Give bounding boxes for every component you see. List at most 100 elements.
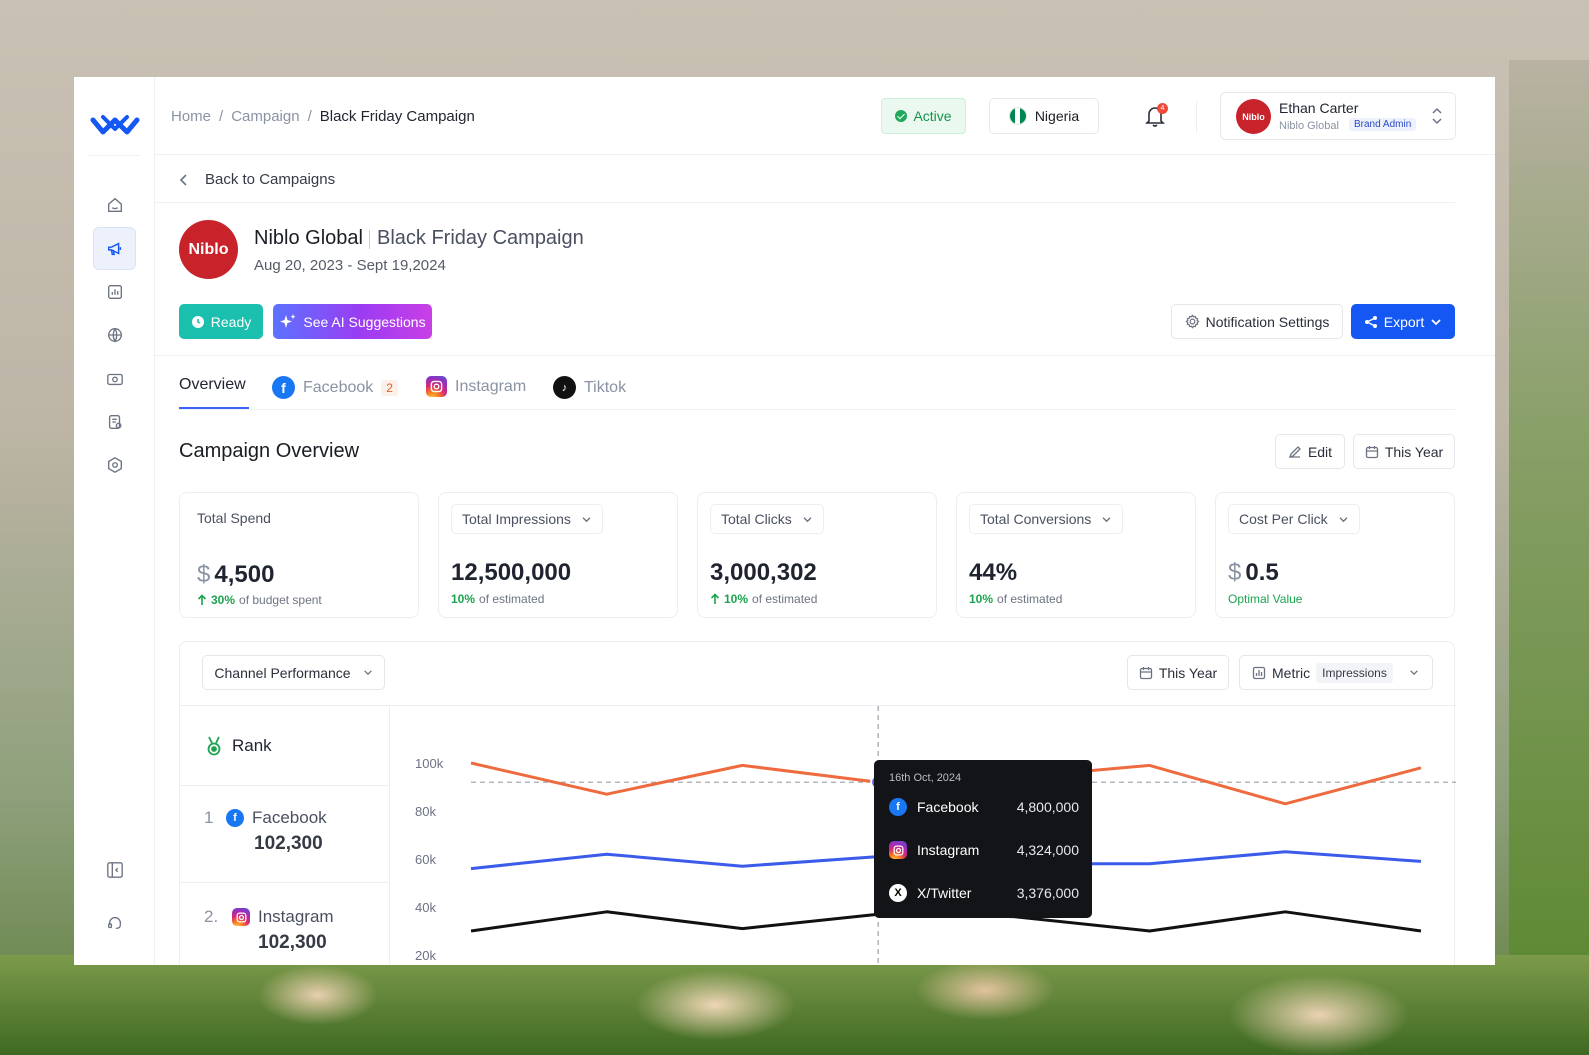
- kpi-trend: 10% of estimated: [969, 592, 1063, 606]
- metric-selector[interactable]: Metric Impressions: [1239, 655, 1433, 690]
- chevron-left-icon: [179, 173, 187, 186]
- kpi-total-conversions: Total Conversions 44% 10% of estimated: [956, 492, 1196, 618]
- kpi-metric-dropdown[interactable]: Cost Per Click: [1228, 504, 1360, 534]
- rank-divider: [180, 785, 390, 786]
- y-tick-label: 20k: [415, 948, 436, 963]
- metric-label: Metric: [1272, 664, 1311, 681]
- kpi-metric-dropdown[interactable]: Total Clicks: [710, 504, 824, 534]
- tab-tiktok[interactable]: ♪ Tiktok: [553, 376, 626, 399]
- user-menu[interactable]: Niblo Ethan Carter Niblo Global Brand Ad…: [1220, 92, 1456, 140]
- kpi-metric-dropdown[interactable]: Total Conversions: [969, 504, 1124, 534]
- ready-button[interactable]: Ready: [179, 304, 263, 339]
- period-selector[interactable]: This Year: [1353, 434, 1455, 469]
- pencil-icon: [1288, 445, 1301, 458]
- globe-icon: [107, 327, 122, 343]
- gear-icon: [1185, 314, 1200, 329]
- metric-value: Impressions: [1316, 662, 1393, 683]
- instagram-icon: [426, 376, 447, 397]
- edit-button[interactable]: Edit: [1275, 434, 1345, 469]
- instagram-icon: [232, 908, 250, 926]
- tiktok-icon: ♪: [553, 376, 576, 399]
- support-button[interactable]: [93, 901, 136, 944]
- nigeria-flag-icon: [1008, 107, 1027, 125]
- breadcrumb: Home / Campaign / Black Friday Campaign: [171, 108, 475, 125]
- tab-instagram[interactable]: Instagram: [426, 376, 526, 397]
- brand-logo-icon[interactable]: [89, 111, 141, 139]
- background-right: [1509, 60, 1589, 955]
- performance-dropdown[interactable]: Channel Performance: [202, 655, 385, 690]
- status-label: Active: [913, 108, 952, 124]
- nav-campaigns[interactable]: [93, 227, 136, 270]
- arrow-up-icon: [197, 594, 207, 605]
- nav-home[interactable]: [93, 183, 136, 226]
- sidebar: [74, 77, 155, 965]
- nav-reports[interactable]: [93, 270, 136, 313]
- export-button[interactable]: Export: [1351, 304, 1455, 339]
- breadcrumb-separator: /: [219, 108, 224, 125]
- y-tick-label: 80k: [415, 804, 436, 819]
- back-row: Back to Campaigns: [155, 156, 1455, 203]
- nav-global[interactable]: [93, 313, 136, 356]
- kpi-trend: 10% of estimated: [710, 592, 817, 606]
- active-tab-indicator: [179, 407, 249, 409]
- tab-facebook[interactable]: f Facebook 2: [272, 376, 398, 399]
- period-label: This Year: [1384, 443, 1444, 460]
- export-label: Export: [1383, 313, 1425, 330]
- medal-icon: [207, 736, 221, 756]
- breadcrumb-campaign[interactable]: Campaign: [231, 108, 300, 125]
- clock-icon: [191, 315, 204, 328]
- nav-payments[interactable]: [93, 357, 136, 400]
- tooltip-row: X X/Twitter 3,376,000: [889, 884, 1079, 902]
- facebook-icon: f: [889, 798, 907, 816]
- sidebar-collapse-icon: [106, 861, 123, 878]
- background-bottom: [0, 955, 1589, 1055]
- kpi-trend: Optimal Value: [1228, 592, 1303, 606]
- user-organization: Niblo Global: [1279, 120, 1339, 132]
- facebook-icon: f: [272, 376, 295, 399]
- country-selector[interactable]: Nigeria: [989, 98, 1099, 134]
- instagram-icon: [889, 841, 907, 859]
- breadcrumb-current: Black Friday Campaign: [319, 108, 475, 125]
- tab-overview[interactable]: Overview: [179, 376, 246, 394]
- rank-divider: [180, 882, 390, 883]
- tab-overview-label: Overview: [179, 376, 246, 393]
- rank-header: Rank: [206, 736, 272, 756]
- notification-settings-button[interactable]: Notification Settings: [1171, 304, 1343, 339]
- rank-value: 102,300: [258, 932, 327, 953]
- report-chart-icon: [107, 284, 122, 299]
- rank-column: Rank 1 f Facebook 102,300 2. Instagram 10…: [180, 706, 390, 965]
- chevron-down-icon: [803, 516, 812, 522]
- app-window: Home / Campaign / Black Friday Campaign …: [74, 77, 1495, 965]
- brand-avatar: Niblo: [179, 220, 238, 279]
- kpi-metric-dropdown[interactable]: Total Impressions: [451, 504, 603, 534]
- nav-settings[interactable]: [93, 443, 136, 486]
- chevron-down-icon: [1410, 670, 1418, 676]
- chart-tooltip: 16th Oct, 2024 f Facebook 4,800,000 Inst…: [874, 760, 1092, 918]
- top-bar: Home / Campaign / Black Friday Campaign …: [155, 77, 1495, 155]
- kpi-total-spend: Total Spend $4,500 30% of budget spent: [179, 492, 419, 618]
- nav-documents[interactable]: [93, 400, 136, 443]
- edit-label: Edit: [1307, 443, 1333, 460]
- kpi-cost-per-click: Cost Per Click $0.5 Optimal Value: [1215, 492, 1455, 618]
- kpi-value: 3,000,302: [710, 559, 817, 586]
- performance-period-selector[interactable]: This Year: [1127, 655, 1229, 690]
- title-divider: [369, 230, 370, 249]
- back-label: Back to Campaigns: [205, 171, 336, 188]
- collapse-sidebar-button[interactable]: [93, 848, 136, 891]
- tab-tiktok-label: Tiktok: [584, 378, 627, 396]
- tab-instagram-label: Instagram: [455, 377, 527, 395]
- kpi-trend: 30% of budget spent: [197, 593, 322, 607]
- headset-icon: [107, 916, 121, 929]
- ai-suggestions-button[interactable]: See AI Suggestions: [273, 304, 432, 339]
- panel-divider: [180, 705, 1456, 706]
- breadcrumb-home[interactable]: Home: [171, 108, 212, 125]
- y-tick-label: 40k: [415, 900, 436, 915]
- settings-hex-icon: [107, 456, 122, 473]
- back-to-campaigns-link[interactable]: Back to Campaigns: [179, 171, 335, 188]
- kpi-total-impressions: Total Impressions 12,500,000 10% of estim…: [438, 492, 678, 618]
- kpi-label: Total Spend: [197, 510, 271, 526]
- calendar-icon: [1139, 666, 1152, 679]
- calendar-icon: [1365, 445, 1378, 458]
- notification-settings-label: Notification Settings: [1205, 313, 1330, 330]
- rank-channel: Instagram: [232, 907, 334, 927]
